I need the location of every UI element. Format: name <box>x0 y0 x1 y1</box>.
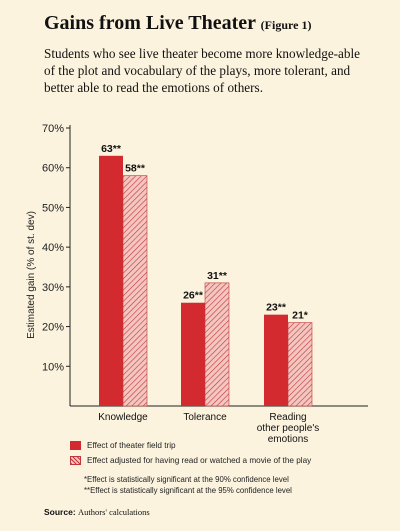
source-text: Authors' calculations <box>78 507 150 517</box>
x-category-label: Knowledge <box>98 412 148 423</box>
bar-adjusted-0 <box>122 175 148 407</box>
bar-field-trip-1 <box>181 302 205 406</box>
legend-label-series2: Effect adjusted for having read or watch… <box>87 456 312 465</box>
legend-swatch-solid <box>70 441 81 450</box>
bar-field-trip-0 <box>99 155 123 406</box>
x-category-label: Reading <box>269 412 306 423</box>
note-95: **Effect is statistically significant at… <box>84 486 292 495</box>
bar-value-label: 21* <box>292 310 309 322</box>
y-tick-label: 30% <box>42 282 64 294</box>
legend-item-series2: Effect adjusted for having read or watch… <box>70 453 390 468</box>
bar-adjusted-1 <box>204 282 230 407</box>
chart-title-text: Gains from Live Theater <box>44 12 256 34</box>
bar-field-trip-2 <box>264 314 288 406</box>
significance-notes: *Effect is statistically significant at … <box>84 474 292 496</box>
bar-value-label: 58** <box>125 163 146 175</box>
x-category-label: Tolerance <box>183 412 227 423</box>
x-category-label: emotions <box>268 434 309 445</box>
figure-label: (Figure 1) <box>260 18 312 32</box>
y-tick-label: 20% <box>42 322 64 334</box>
legend-swatch-hatched <box>70 456 81 465</box>
legend-label-series1: Effect of theater field trip <box>87 441 176 450</box>
source-label: Source: <box>44 507 76 517</box>
bar-value-label: 23** <box>266 302 287 314</box>
x-category-label: other people's <box>257 423 320 434</box>
y-tick-label: 50% <box>42 202 64 214</box>
source-line: Source: Authors' calculations <box>44 507 150 517</box>
bar-value-label: 63** <box>101 143 122 155</box>
y-tick-label: 70% <box>42 123 64 135</box>
y-tick-label: 40% <box>42 242 64 254</box>
note-90: *Effect is statistically significant at … <box>84 475 289 484</box>
bar-value-label: 31** <box>207 270 228 282</box>
bar-adjusted-2 <box>287 322 313 407</box>
legend-item-series1: Effect of theater field trip <box>70 438 390 453</box>
chart-subtitle: Students who see live theater become mor… <box>44 46 361 95</box>
y-tick-label: 60% <box>42 163 64 175</box>
y-tick-label: 10% <box>42 361 64 373</box>
legend: Effect of theater field trip Effect adju… <box>70 438 390 468</box>
y-axis-label: Estimated gain (% of st. dev) <box>26 211 37 339</box>
bar-value-label: 26** <box>183 290 204 302</box>
chart-title: Gains from Live Theater (Figure 1) <box>44 12 311 35</box>
